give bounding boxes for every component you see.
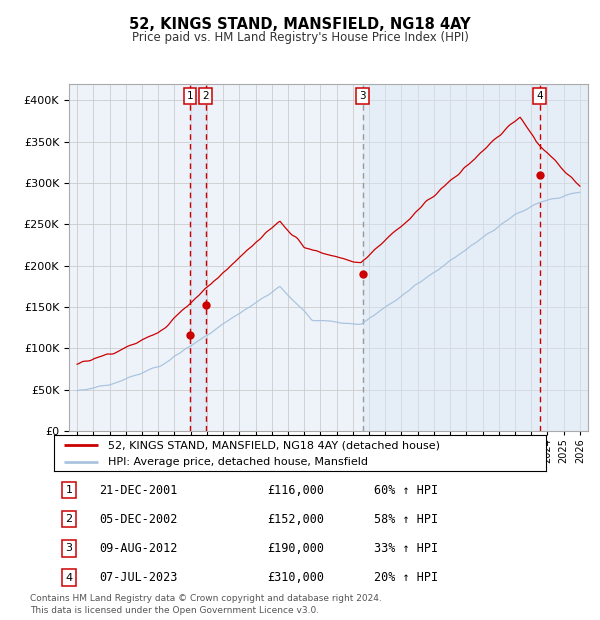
Bar [190, 84, 206, 431]
Text: This data is licensed under the Open Government Licence v3.0.: This data is licensed under the Open Gov… [30, 606, 319, 614]
Text: 2: 2 [65, 514, 73, 525]
Text: 20% ↑ HPI: 20% ↑ HPI [374, 571, 439, 584]
Text: £310,000: £310,000 [268, 571, 325, 584]
Text: 3: 3 [65, 543, 73, 554]
Text: £190,000: £190,000 [268, 542, 325, 555]
Text: 05-DEC-2002: 05-DEC-2002 [100, 513, 178, 526]
Text: £152,000: £152,000 [268, 513, 325, 526]
Text: 3: 3 [359, 91, 366, 101]
Text: 07-JUL-2023: 07-JUL-2023 [100, 571, 178, 584]
Text: 09-AUG-2012: 09-AUG-2012 [100, 542, 178, 555]
Text: 4: 4 [536, 91, 543, 101]
Text: 52, KINGS STAND, MANSFIELD, NG18 4AY (detached house): 52, KINGS STAND, MANSFIELD, NG18 4AY (de… [108, 440, 440, 450]
Text: 21-DEC-2001: 21-DEC-2001 [100, 484, 178, 497]
Text: 58% ↑ HPI: 58% ↑ HPI [374, 513, 439, 526]
Text: 4: 4 [65, 572, 73, 583]
Text: 1: 1 [187, 91, 193, 101]
Text: 60% ↑ HPI: 60% ↑ HPI [374, 484, 439, 497]
Text: 52, KINGS STAND, MANSFIELD, NG18 4AY: 52, KINGS STAND, MANSFIELD, NG18 4AY [129, 17, 471, 32]
Bar [362, 84, 588, 431]
Text: Price paid vs. HM Land Registry's House Price Index (HPI): Price paid vs. HM Land Registry's House … [131, 31, 469, 44]
Text: 2: 2 [202, 91, 209, 101]
Text: 33% ↑ HPI: 33% ↑ HPI [374, 542, 439, 555]
Bar [539, 84, 588, 431]
Text: Contains HM Land Registry data © Crown copyright and database right 2024.: Contains HM Land Registry data © Crown c… [30, 595, 382, 603]
Text: £116,000: £116,000 [268, 484, 325, 497]
Text: HPI: Average price, detached house, Mansfield: HPI: Average price, detached house, Mans… [108, 457, 368, 467]
Text: 1: 1 [65, 485, 73, 495]
